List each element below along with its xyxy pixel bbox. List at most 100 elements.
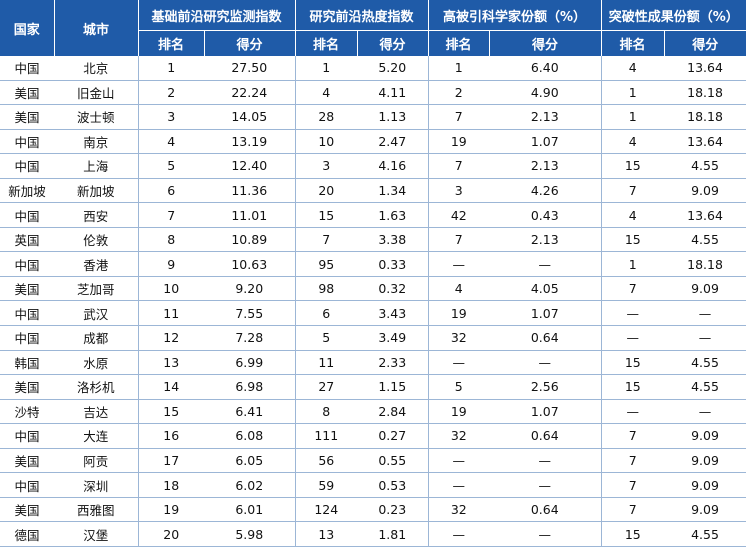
cell-cited-score: 1.07 [489,399,602,425]
table-row: 德国 汉堡 20 5.98 13 1.81— —15 4.55 [0,521,746,547]
cell-basic-rank: 9 [137,251,204,277]
cell-cited-score: 0.43 [489,202,602,228]
cell-breakthrough-score: 9.09 [664,448,746,474]
cell-breakthrough-rank: 7 [600,423,665,449]
cell-breakthrough-rank: 7 [600,497,665,523]
cell-breakthrough-rank: 7 [600,276,665,302]
cell-country: 美国 [0,448,54,474]
cell-basic-rank: 11 [137,300,204,327]
table-row: 沙特 吉达 15 6.41 8 2.84 19 1.07— — [0,399,746,425]
cell-country: 新加坡 [0,178,54,204]
cell-breakthrough-rank: — [600,399,665,425]
table-row: 中国 香港 9 10.63 95 0.33— —1 18.18 [0,251,746,277]
cell-basic-score: 7.28 [204,325,296,351]
cell-cited-score: — [489,448,602,474]
cell-breakthrough-score: 9.09 [664,472,746,498]
cell-heat-rank: 124 [294,497,358,523]
cell-city: 伦敦 [54,227,138,253]
cell-basic-score: 6.01 [204,497,296,523]
cell-city: 旧金山 [54,80,138,106]
table-row: 中国 北京 1 27.50 1 5.20 1 6.40 4 13.64 [0,56,746,81]
cell-cited-score: — [489,251,602,277]
cell-basic-score: 5.98 [204,521,296,547]
table-row: 韩国 水原 13 6.99 11 2.33— —15 4.55 [0,350,746,376]
cell-breakthrough-score: 18.18 [664,80,746,106]
cell-basic-score: 11.01 [204,202,296,228]
cell-city: 西雅图 [54,497,138,523]
cell-basic-score: 6.02 [204,472,296,498]
cell-cited-score: 1.07 [489,129,602,155]
cell-heat-rank: 4 [294,80,358,106]
cell-heat-score: 2.33 [357,350,429,376]
cell-heat-rank: 5 [294,325,358,351]
cell-city: 武汉 [54,300,138,327]
cell-basic-score: 10.63 [204,251,296,277]
cell-heat-rank: 20 [294,178,358,204]
cell-breakthrough-score: — [664,300,746,327]
cell-basic-score: 11.36 [204,178,296,204]
table-row: 美国 芝加哥 10 9.20 98 0.32 4 4.05 7 9.09 [0,276,746,302]
cell-breakthrough-rank: 4 [600,56,665,81]
cell-cited-score: 0.64 [489,497,602,523]
header-group-frontier-heat-index: 研究前沿热度指数 [295,0,429,31]
cell-heat-score: 3.38 [357,227,429,253]
cell-country: 中国 [0,300,54,327]
cell-basic-rank: 10 [137,276,204,302]
cell-breakthrough-score: 4.55 [664,521,746,547]
cell-cited-score: 1.07 [489,300,602,327]
cell-cited-score: 2.13 [489,227,602,253]
cell-basic-rank: 18 [137,472,204,498]
cell-cited-rank: 7 [427,227,490,253]
cell-heat-rank: 27 [294,374,358,400]
cell-heat-score: 0.27 [357,423,429,449]
cell-basic-score: 14.05 [204,104,296,130]
cell-city: 深圳 [54,472,138,498]
cell-breakthrough-rank: 7 [600,472,665,498]
cell-heat-score: 4.16 [357,153,429,179]
cell-breakthrough-score: 18.18 [664,104,746,130]
cell-city: 南京 [54,129,138,155]
cell-city: 西安 [54,202,138,228]
cell-city: 汉堡 [54,521,138,547]
cell-breakthrough-score: 13.64 [664,129,746,155]
header-rank: 排名 [295,30,358,56]
cell-country: 美国 [0,276,54,302]
cell-heat-score: 3.43 [357,300,429,327]
header-score: 得分 [204,30,296,56]
header-country: 国家 [0,0,55,56]
cell-heat-rank: 1 [294,56,358,81]
cell-city: 水原 [54,350,138,376]
cell-heat-rank: 111 [294,423,358,449]
cell-country: 中国 [0,472,54,498]
table-row: 英国 伦敦 8 10.89 7 3.38 7 2.13 15 4.55 [0,227,746,253]
header-rank: 排名 [428,30,490,56]
cell-country: 中国 [0,202,54,228]
table-body: 中国 北京 1 27.50 1 5.20 1 6.40 4 13.64 美国 旧金山 2 22.24 4 4.… [0,56,746,547]
table-row: 美国 阿贡 17 6.05 56 0.55— —7 9.09 [0,448,746,474]
cell-breakthrough-score: 18.18 [664,251,746,277]
cell-cited-rank: 7 [427,104,490,130]
table-row: 美国 旧金山 2 22.24 4 4.11 2 4.90 1 18.18 [0,80,746,106]
cell-cited-rank: 1 [427,56,490,81]
cell-heat-score: 0.23 [357,497,429,523]
cell-basic-rank: 4 [137,129,204,155]
cell-heat-rank: 59 [294,472,358,498]
cell-heat-score: 0.53 [357,472,429,498]
table-row: 中国 大连 16 6.08 111 0.27 32 0.64 7 9.09 [0,423,746,449]
cell-country: 英国 [0,227,54,253]
cell-basic-rank: 2 [137,80,204,106]
cell-heat-rank: 6 [294,300,358,327]
cell-breakthrough-score: 9.09 [664,178,746,204]
cell-country: 中国 [0,129,54,155]
cell-breakthrough-score: 13.64 [664,56,746,81]
cell-country: 美国 [0,80,54,106]
cell-breakthrough-score: 4.55 [664,374,746,400]
cell-cited-rank: 19 [427,129,490,155]
cell-breakthrough-rank: — [600,300,665,327]
cell-breakthrough-score: 9.09 [664,276,746,302]
cell-breakthrough-score: 13.64 [664,202,746,228]
cell-heat-rank: 95 [294,251,358,277]
cell-basic-score: 6.41 [204,399,296,425]
cell-heat-rank: 8 [294,399,358,425]
